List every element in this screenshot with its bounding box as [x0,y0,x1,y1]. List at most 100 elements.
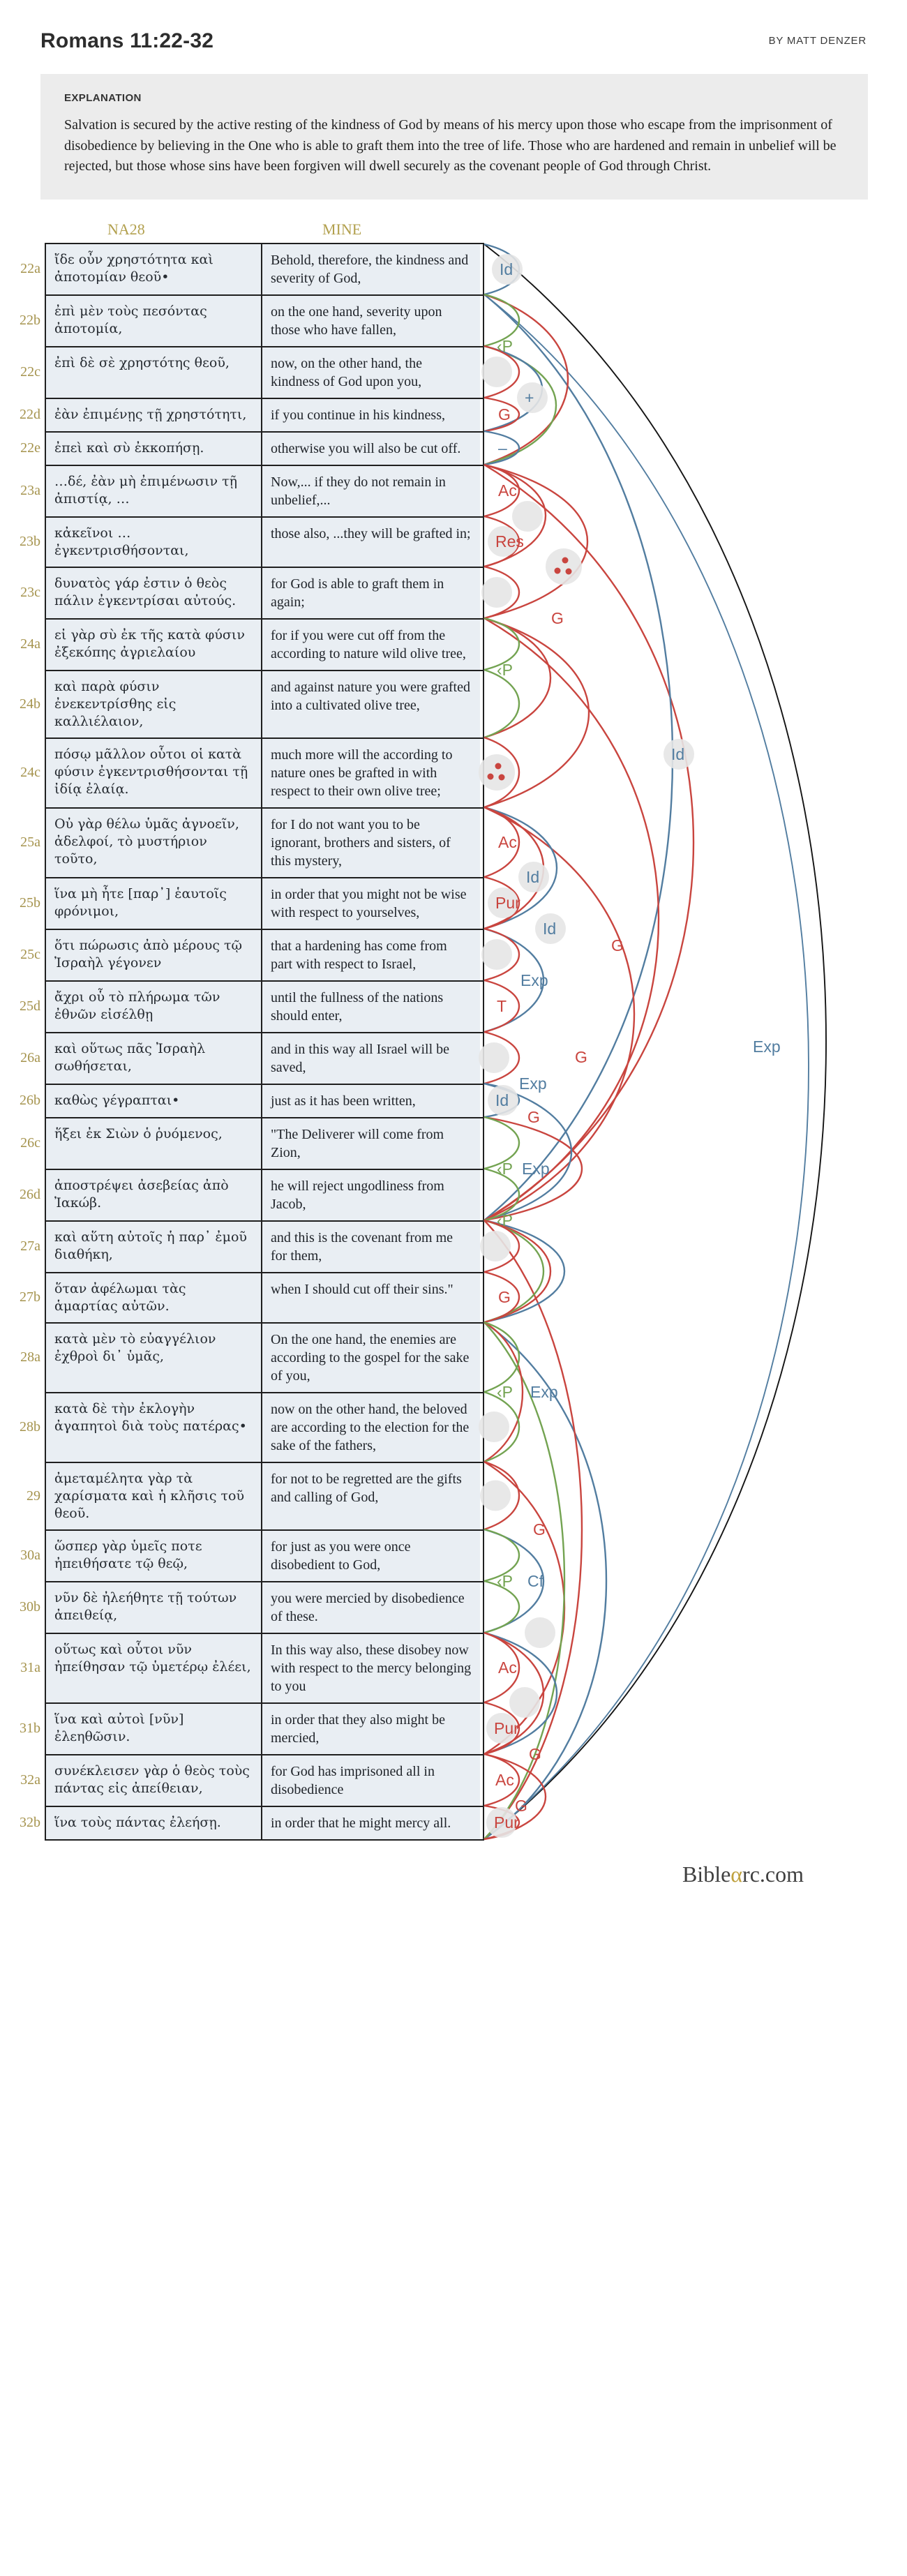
translation-cell: and this is the covenant from me for the… [261,1221,480,1272]
verse-label: 22c [20,364,40,380]
greek-cell: ἵνα τοὺς πάντας ἐλεήσῃ. [46,1806,261,1839]
verse-label: 26a [20,1050,40,1066]
table-row: 22a ἴδε οὖν χρηστότητα καὶ ἀποτομίαν θεοῦ… [20,244,483,294]
table-row: 32a συνέκλεισεν γὰρ ὁ θεὸς τοὺς πάντας εἰ… [20,1753,483,1806]
greek-cell: ἐὰν ἐπιμένῃς τῇ χρηστότητι, [46,398,261,431]
verse-label: 31a [20,1660,40,1676]
verse-label: 32a [20,1772,40,1788]
greek-cell: ἐπὶ δὲ σὲ χρηστότης θεοῦ, [46,347,261,398]
verse-label: 32b [20,1815,40,1831]
verse-label: 26d [20,1187,40,1203]
verse-label: 30a [20,1548,40,1564]
table-row: 31a οὕτως καὶ οὗτοι νῦν ἠπείθησαν τῷ ὑμετ… [20,1632,483,1702]
greek-cell: ὅταν ἀφέλωμαι τὰς ἁμαρτίας αὐτῶν. [46,1273,261,1322]
translation-cell: on the one hand, severity upon those who… [261,295,480,346]
translation-cell: until the fullness of the nations should… [261,981,480,1032]
verse-label: 25d [20,998,40,1014]
table-row: 28b κατὰ δὲ τὴν ἐκλογὴν ἀγαπητοὶ διὰ τοὺς… [20,1391,483,1462]
translation-cell: for not to be regretted are the gifts an… [261,1462,480,1529]
verse-label: 22d [20,407,40,423]
translation-cell: for God has imprisoned all in disobedien… [261,1755,480,1806]
verse-label: 26c [20,1135,40,1151]
column-header-na28: NA28 [107,220,145,238]
column-headers: NA28 MINE [43,219,484,243]
verse-label: 29 [27,1488,40,1504]
greek-cell: ὅτι πώρωσις ἀπὸ μέρους τῷ Ἰσραὴλ γέγονεν [46,929,261,980]
greek-cell: καθὼς γέγραπται• [46,1084,261,1117]
table-row: 25d ἄχρι οὗ τὸ πλήρωμα τῶν ἐθνῶν εἰσέλθῃ u… [20,980,483,1032]
verse-label: 24a [20,636,40,652]
table-row: 29 ἀμεταμέλητα γὰρ τὰ χαρίσματα καὶ ἡ κλῆ… [27,1461,483,1529]
greek-cell: ἴδε οὖν χρηστότητα καὶ ἀποτομίαν θεοῦ• [46,244,261,294]
verse-label: 23b [20,534,40,550]
verse-label: 31b [20,1721,40,1737]
translation-cell: when I should cut off their sins." [261,1273,480,1322]
translation-cell: those also, ...they will be grafted in; [261,517,480,567]
table-row: 26c ἥξει ἐκ Σιὼν ὁ ῥυόμενος, "The Delivere… [20,1116,483,1169]
translation-cell: and against nature you were grafted into… [261,671,480,737]
greek-cell: κἀκεῖνοι … ἐγκεντρισθήσονται, [46,517,261,567]
table-row: 25c ὅτι πώρωσις ἀπὸ μέρους τῷ Ἰσραὴλ γέγο… [20,928,483,980]
greek-cell: ἵνα καὶ αὐτοὶ [νῦν] ἐλεηθῶσιν. [46,1703,261,1754]
table-row: 22b ἐπὶ μὲν τοὺς πεσόντας ἀποτομία, on the… [20,294,483,346]
table-row: 24c πόσῳ μᾶλλον οὗτοι οἱ κατὰ φύσιν ἐγκεν… [20,737,483,807]
page-header: Romans 11:22-32 BY MATT DENZER [0,0,907,53]
greek-cell: ἀποστρέψει ἀσεβείας ἀπὸ Ἰακώβ. [46,1169,261,1220]
verse-label: 25a [20,834,40,851]
page-title: Romans 11:22-32 [40,29,214,52]
table-row: 22e ἐπεὶ καὶ σὺ ἐκκοπήσῃ. otherwise you wi… [20,430,483,465]
greek-cell: εἰ γὰρ σὺ ἐκ τῆς κατὰ φύσιν ἐξεκόπης ἀγρ… [46,619,261,670]
table-row: 22d ἐὰν ἐπιμένῃς τῇ χρηστότητι, if you con… [20,397,483,431]
greek-cell: καὶ οὕτως πᾶς Ἰσραὴλ σωθήσεται, [46,1033,261,1084]
greek-cell: …δέ, ἐὰν μὴ ἐπιμένωσιν τῇ ἀπιστίᾳ, … [46,465,261,516]
translation-cell: for if you were cut off from the accordi… [261,619,480,670]
verse-label: 28b [20,1419,40,1435]
translation-cell: just as it has been written, [261,1084,480,1117]
verse-label: 23c [20,585,40,601]
translation-cell: On the one hand, the enemies are accordi… [261,1323,480,1392]
greek-cell: ἥξει ἐκ Σιὼν ὁ ῥυόμενος, [46,1118,261,1169]
verse-label: 27a [20,1238,40,1255]
verse-label: 26b [20,1093,40,1109]
translation-cell: he will reject ungodliness from Jacob, [261,1169,480,1220]
translation-cell: you were mercied by disobedience of thes… [261,1582,480,1633]
translation-cell: in order that he might mercy all. [261,1806,480,1839]
translation-cell: "The Deliverer will come from Zion, [261,1118,480,1169]
table-row: 23b κἀκεῖνοι … ἐγκεντρισθήσονται, those al… [20,516,483,567]
verse-label: 24c [20,765,40,781]
verse-label: 22e [20,440,40,456]
translation-cell: much more will the according to nature o… [261,738,480,807]
brand-logo: Bibleαrc.com [682,1861,804,1887]
translation-cell: now on the other hand, the beloved are a… [261,1393,480,1462]
translation-cell: otherwise you will also be cut off. [261,432,480,465]
verse-label: 24b [20,696,40,712]
greek-cell: ὥσπερ γὰρ ὑμεῖς ποτε ἠπειθήσατε τῷ θεῷ, [46,1530,261,1581]
greek-cell: δυνατὸς γάρ ἐστιν ὁ θεὸς πάλιν ἐγκεντρίσ… [46,567,261,618]
table-row: 31b ἵνα καὶ αὐτοὶ [νῦν] ἐλεηθῶσιν. in orde… [20,1702,483,1754]
explanation-text: Salvation is secured by the active resti… [64,117,837,174]
table-row: 27b ὅταν ἀφέλωμαι τὰς ἁμαρτίας αὐτῶν. when… [20,1271,483,1322]
byline: BY MATT DENZER [768,35,867,47]
greek-cell: οὕτως καὶ οὗτοι νῦν ἠπείθησαν τῷ ὑμετέρῳ… [46,1633,261,1702]
greek-cell: κατὰ δὲ τὴν ἐκλογὴν ἀγαπητοὶ διὰ τοὺς πα… [46,1393,261,1462]
table-row: 30b νῦν δὲ ἠλεήθητε τῇ τούτων ἀπειθείᾳ, yo… [20,1580,483,1633]
arcing-content: NA28 MINE 22a ἴδε οὖν χρηστότητα καὶ ἀποτ… [0,219,907,1841]
translation-cell: for just as you were once disobedient to… [261,1530,480,1581]
verse-label: 30b [20,1599,40,1615]
greek-cell: ἐπὶ μὲν τοὺς πεσόντας ἀποτομία, [46,295,261,346]
table-row: 23c δυνατὸς γάρ ἐστιν ὁ θεὸς πάλιν ἐγκεντ… [20,566,483,618]
table-row: 26b καθὼς γέγραπται• just as it has been w… [20,1083,483,1117]
translation-cell: for I do not want you to be ignorant, br… [261,808,480,877]
translation-cell: for God is able to graft them in again; [261,567,480,618]
translation-cell: if you continue in his kindness, [261,398,480,431]
verse-table: 22a ἴδε οὖν χρηστότητα καὶ ἀποτομίαν θεοῦ… [20,242,484,1841]
verse-label: 23a [20,483,40,499]
greek-cell: συνέκλεισεν γὰρ ὁ θεὸς τοὺς πάντας εἰς ἀ… [46,1755,261,1806]
table-row: 30a ὥσπερ γὰρ ὑμεῖς ποτε ἠπειθήσατε τῷ θε… [20,1529,483,1581]
table-row: 27a καὶ αὕτη αὐτοῖς ἡ παρ᾽ ἐμοῦ διαθήκη, a… [20,1220,483,1272]
translation-cell: in order that you might not be wise with… [261,878,480,929]
explanation-heading: EXPLANATION [64,92,142,104]
table-row: 25a Οὐ γὰρ θέλω ὑμᾶς ἀγνοεῖν, ἀδελφοί, τὸ… [20,807,483,877]
table-row: 24a εἰ γὰρ σὺ ἐκ τῆς κατὰ φύσιν ἐξεκόπης … [20,617,483,670]
